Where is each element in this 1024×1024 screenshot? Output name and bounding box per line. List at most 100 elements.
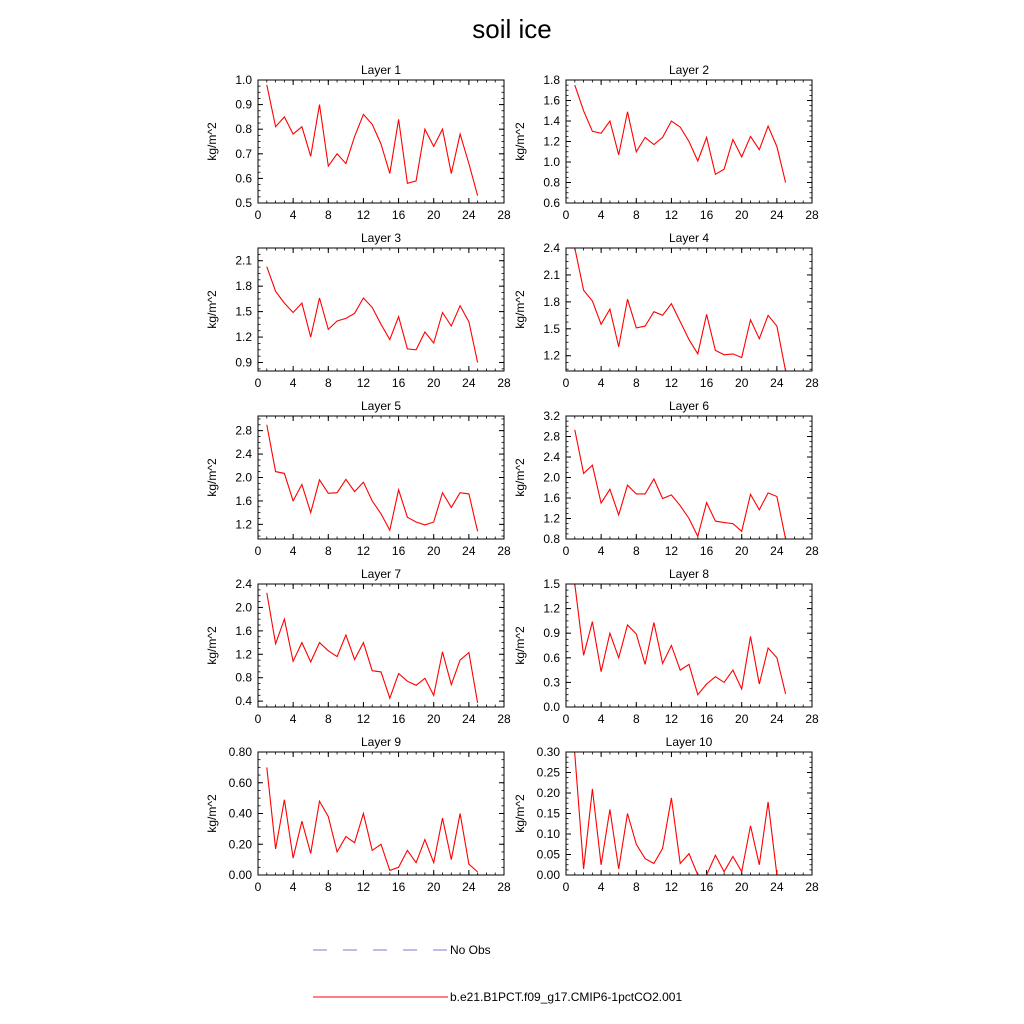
y-tick-label: 1.2 [235, 647, 252, 661]
x-tick-label: 24 [462, 208, 476, 222]
panel-3: Layer 3 0 4 8 12 16 20 24 28 0.9 1.2 1.5 1.8 2.1 kg/m^… [205, 231, 511, 390]
y-tick-label: 0.20 [537, 786, 561, 800]
x-tick-label: 16 [392, 712, 406, 726]
y-axis-label: kg/m^2 [205, 626, 219, 665]
x-tick-label: 20 [735, 376, 749, 390]
x-tick-label: 12 [357, 544, 371, 558]
y-tick-label: 1.8 [235, 279, 252, 293]
y-tick-label: 0.9 [235, 98, 252, 112]
y-axis-label: kg/m^2 [205, 122, 219, 161]
x-tick-label: 4 [290, 376, 297, 390]
y-tick-label: 1.8 [543, 295, 560, 309]
y-tick-label: 0.25 [537, 766, 561, 780]
panel-title: Layer 6 [669, 399, 709, 413]
y-tick-label: 2.4 [543, 450, 560, 464]
x-tick-label: 8 [325, 208, 332, 222]
x-tick-label: 16 [700, 712, 714, 726]
y-tick-label: 0.60 [229, 776, 253, 790]
x-tick-label: 4 [598, 544, 605, 558]
y-tick-label: 2.0 [235, 471, 252, 485]
x-tick-label: 24 [462, 376, 476, 390]
y-axis-label: kg/m^2 [513, 290, 527, 329]
x-tick-label: 12 [665, 712, 679, 726]
y-tick-label: 1.6 [543, 94, 560, 108]
y-tick-label: 1.5 [543, 577, 560, 591]
y-tick-label: 1.2 [235, 330, 252, 344]
panel-title: Layer 7 [361, 567, 401, 581]
y-axis-label: kg/m^2 [205, 290, 219, 329]
y-tick-label: 0.30 [537, 745, 561, 759]
panel-5: Layer 5 0 4 8 12 16 20 24 28 1.2 1.6 2.0 2.4 2.8 kg/m^… [205, 399, 511, 558]
y-tick-label: 0.15 [537, 807, 561, 821]
x-tick-label: 20 [427, 712, 441, 726]
x-tick-label: 16 [700, 880, 714, 894]
y-tick-label: 1.2 [543, 135, 560, 149]
x-tick-label: 8 [633, 544, 640, 558]
panel-9: Layer 9 0 4 8 12 16 20 24 28 0.00 0.20 0.40 0.60 0.80… [205, 735, 511, 894]
chart-panels: Layer 10 4 8 12 16 20 24 280.50.60.70.80.91.0kg… [205, 63, 819, 894]
y-tick-label: 1.4 [543, 114, 560, 128]
panel-title: Layer 1 [361, 63, 401, 77]
x-tick-label: 16 [392, 208, 406, 222]
x-tick-label: 24 [770, 208, 784, 222]
x-tick-label: 12 [357, 208, 371, 222]
y-tick-label: 2.8 [235, 424, 252, 438]
x-tick-label: 24 [770, 544, 784, 558]
y-tick-label: 1.0 [235, 73, 252, 87]
x-tick-label: 24 [462, 712, 476, 726]
series-line [574, 248, 787, 371]
y-tick-label: 2.0 [543, 471, 560, 485]
y-tick-label: 3.2 [543, 409, 560, 423]
plot-frame [257, 79, 505, 204]
x-tick-label: 4 [598, 376, 605, 390]
plot-frame [565, 247, 813, 372]
legend-label: No Obs [450, 943, 491, 957]
plot-frame [257, 751, 505, 876]
legend-label: b.e21.B1PCT.f09_g17.CMIP6-1pctCO2.001 [450, 990, 682, 1004]
x-tick-label: 20 [735, 544, 749, 558]
x-tick-label: 20 [427, 880, 441, 894]
x-tick-label: 8 [325, 880, 332, 894]
x-tick-label: 0 [255, 208, 262, 222]
x-tick-label: 12 [357, 880, 371, 894]
panel-title: Layer 3 [361, 231, 401, 245]
y-axis-label: kg/m^2 [205, 794, 219, 833]
x-tick-label: 20 [427, 544, 441, 558]
x-tick-label: 8 [325, 712, 332, 726]
x-tick-label: 28 [497, 208, 511, 222]
series-line [266, 592, 479, 703]
panel-7: Layer 7 0 4 8 12 16 20 24 28 0.4 0.8 1.2 1.6 2.0 2.4 kg… [205, 567, 511, 726]
x-tick-label: 4 [598, 712, 605, 726]
x-tick-label: 4 [290, 712, 297, 726]
x-tick-label: 28 [497, 376, 511, 390]
panel-title: Layer 2 [669, 63, 709, 77]
x-tick-label: 28 [497, 544, 511, 558]
x-tick-label: 28 [805, 208, 819, 222]
series-line [574, 584, 787, 696]
y-tick-label: 0.9 [235, 356, 252, 370]
y-tick-label: 0.6 [543, 196, 560, 210]
x-tick-label: 8 [633, 376, 640, 390]
plot-frame [257, 583, 505, 708]
panel-title: Layer 5 [361, 399, 401, 413]
x-tick-label: 24 [770, 376, 784, 390]
panel-4: Layer 4 0 4 8 12 16 20 24 28 1.2 1.5 1.8 2.1 2.4 kg/m^… [513, 231, 819, 390]
x-tick-label: 8 [633, 208, 640, 222]
x-tick-label: 12 [357, 712, 371, 726]
x-tick-label: 12 [665, 544, 679, 558]
y-axis-label: kg/m^2 [513, 122, 527, 161]
x-tick-label: 28 [805, 544, 819, 558]
x-tick-label: 20 [427, 208, 441, 222]
x-tick-label: 24 [770, 880, 784, 894]
panel-title: Layer 10 [666, 735, 713, 749]
y-tick-label: 1.5 [235, 305, 252, 319]
x-tick-label: 16 [392, 880, 406, 894]
y-tick-label: 0.80 [229, 745, 253, 759]
y-tick-label: 2.4 [235, 447, 252, 461]
y-tick-label: 2.1 [543, 268, 560, 282]
chart-legend: No Obs b.e21.B1PCT.f09_g17.CMIP6-1pctCO2.… [313, 943, 682, 1004]
y-tick-label: 0.7 [235, 147, 252, 161]
x-tick-label: 12 [357, 376, 371, 390]
x-tick-label: 12 [665, 208, 679, 222]
